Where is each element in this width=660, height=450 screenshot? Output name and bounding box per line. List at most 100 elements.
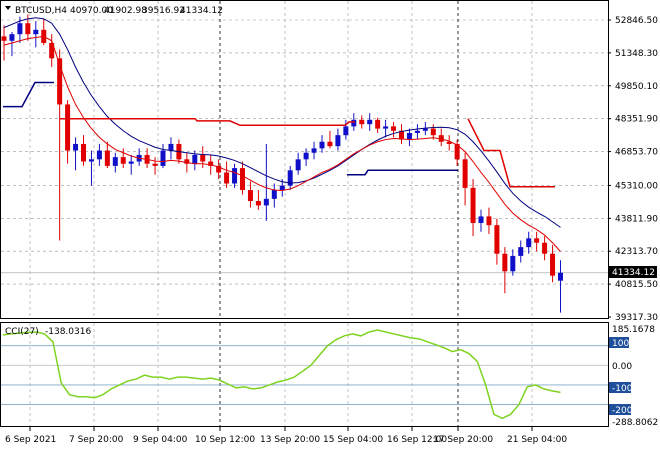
ma-slow-line: [3, 17, 561, 228]
candle-body: [200, 154, 206, 162]
indicator-axis: 185.1678 100 0.00 -100 -200 -288.8062: [609, 325, 658, 428]
candle-body: [65, 104, 71, 151]
candle-body: [534, 238, 540, 243]
price-tick-label: 46853.70: [615, 148, 658, 158]
candle-body: [502, 253, 508, 272]
price-tick-label: 45310.00: [615, 181, 658, 191]
time-tick-label: 21 Sep 04:00: [507, 435, 567, 445]
time-tick-label: 16 Sep 12:00: [387, 435, 447, 445]
cci-level-0: 0.00: [612, 362, 632, 372]
candle-body: [216, 165, 222, 173]
candle-body: [295, 159, 301, 171]
price-tick-label: 49850.10: [615, 82, 658, 92]
candle-body: [232, 168, 238, 184]
cci-level-lines: [1, 345, 608, 405]
header-low: 39516.92: [142, 6, 185, 16]
candle-body: [25, 23, 31, 35]
cci-level-100: 100: [612, 339, 629, 349]
price-tick-label: 40815.50: [615, 280, 658, 290]
price-tick-label: 51348.30: [615, 49, 658, 59]
time-axis: 6 Sep 2021 7 Sep 20:00 9 Sep 04:00 10 Sep 1…: [5, 427, 567, 445]
candle-body: [319, 141, 325, 149]
candle-body: [81, 143, 86, 162]
step-line-red-2: [467, 118, 555, 188]
symbol-dropdown-icon[interactable]: [5, 6, 11, 10]
price-axis: 52846.50 51348.30 49850.10 48351.90 46853.70…: [608, 16, 658, 323]
time-tick-label: 7 Sep 20:00: [69, 435, 124, 445]
candle-body: [255, 201, 261, 206]
price-tick-label: 42313.70: [615, 247, 658, 257]
candle-body: [240, 168, 245, 191]
time-tick-label: 6 Sep 2021: [5, 435, 56, 445]
step-line-blue: [3, 81, 54, 108]
price-tick-label: 52846.50: [615, 16, 658, 26]
candle-body: [462, 159, 468, 188]
candle-body: [160, 150, 166, 166]
candle-body: [478, 216, 484, 223]
time-tick-label: 10 Sep 12:00: [195, 435, 255, 445]
candle-body: [375, 119, 381, 129]
candle-body: [311, 148, 317, 153]
time-tick-label: 15 Sep 04:00: [323, 435, 383, 445]
header-open: 40970.00: [70, 6, 113, 16]
candle-body: [17, 23, 23, 35]
price-tick-label: 48351.90: [615, 115, 658, 125]
candle-body: [454, 143, 460, 160]
candle-body: [446, 141, 452, 144]
cci-level-box-minus100: [609, 382, 631, 393]
candle-body: [391, 126, 397, 131]
candle-body: [263, 198, 269, 206]
candle-body: [343, 126, 349, 136]
candle-body: [558, 272, 563, 281]
candle-body: [128, 161, 134, 164]
candle-body: [494, 225, 500, 254]
candle-body: [518, 247, 524, 256]
candle-body: [367, 119, 373, 125]
candle-body: [470, 187, 476, 223]
header-high: 41902.98: [104, 6, 147, 16]
candle-body: [224, 172, 230, 184]
candle-body: [542, 242, 548, 254]
candle-body: [550, 253, 556, 276]
indicator-value: -138.0316: [45, 327, 91, 337]
candle-body: [406, 132, 412, 140]
candle-body: [279, 185, 285, 191]
cci-level-box-100: [609, 337, 629, 348]
current-price-label: 41334.12: [612, 268, 655, 278]
step-line-blue-2: [347, 169, 458, 176]
candle-body: [303, 152, 309, 160]
candle-body: [120, 157, 126, 164]
cci-line: [2, 329, 561, 420]
candle-body: [192, 154, 198, 164]
indicator-pane-frame: [0, 322, 609, 427]
cci-level-minus100: -100: [612, 384, 633, 394]
step-line-red: [60, 117, 355, 127]
candle-body: [430, 128, 436, 136]
header-close: 41334.12: [180, 6, 223, 16]
candle-body: [422, 128, 428, 131]
time-tick-label: 9 Sep 04:00: [133, 435, 188, 445]
candle-body: [112, 157, 118, 166]
candle-body: [88, 159, 94, 162]
candle-body: [184, 159, 190, 164]
time-tick-label: 17 Sep 20:00: [433, 435, 493, 445]
candle-body: [510, 255, 516, 272]
candle-body: [49, 42, 55, 59]
header-symbol: BTCUSD,H4: [15, 6, 67, 16]
candle-body: [271, 190, 277, 199]
candle-body: [73, 143, 79, 151]
candle-body: [383, 126, 389, 129]
candle-body: [287, 170, 293, 186]
indicator-name: CCI(27): [5, 327, 39, 337]
price-tick-label: 39317.30: [615, 313, 658, 323]
current-price-box: [609, 266, 657, 278]
candle-body: [96, 150, 102, 160]
price-series: [1, 14, 563, 313]
candle-body: [57, 58, 63, 105]
candle-body: [399, 130, 404, 140]
cci-level-box-minus200: [609, 404, 631, 415]
cci-scale-min: -288.8062: [612, 418, 658, 428]
candle-body: [526, 238, 532, 248]
candle-body: [208, 161, 214, 166]
